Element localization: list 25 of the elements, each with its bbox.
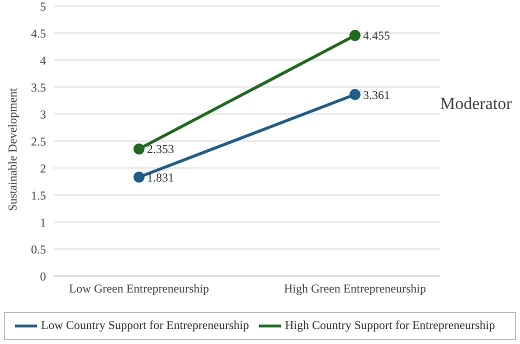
point [350, 30, 360, 41]
data-label: 3.361 [363, 88, 390, 102]
data-label: 4.455 [363, 28, 390, 43]
y-tick-label: 0.5 [31, 242, 46, 256]
data-label: 1.831 [147, 170, 174, 184]
y-axis-title: Sustainable Development [5, 87, 20, 211]
y-tick-label: 2.5 [31, 134, 46, 148]
legend-label: Low Country Support for Entrepreneurship [41, 318, 249, 332]
legend-label: High Country Support for Entrepreneurship [285, 318, 495, 332]
y-tick-label: 1.5 [31, 188, 46, 202]
x-tick-label: Low Green Entrepreneurship [69, 282, 209, 296]
y-tick-label: 4 [40, 53, 46, 68]
y-tick-label: 3.5 [31, 80, 46, 94]
y-tick-label: 5 [40, 0, 46, 14]
y-tick-label: 3 [40, 107, 46, 122]
x-tick-label: High Green Entrepreneurship [284, 282, 426, 296]
y-tick-label: 0 [40, 269, 46, 284]
point [134, 172, 144, 183]
annotation: Moderator [440, 94, 512, 114]
y-tick-label: 2 [40, 161, 46, 176]
y-tick-label: 1 [40, 215, 46, 230]
point [350, 89, 360, 100]
data-label: 2.353 [147, 142, 174, 156]
point [134, 143, 144, 154]
y-tick-label: 4.5 [31, 26, 46, 40]
